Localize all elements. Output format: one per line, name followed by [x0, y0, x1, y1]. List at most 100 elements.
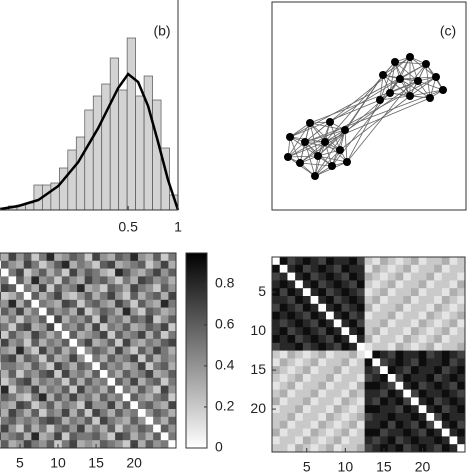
heatmap-cell — [8, 331, 17, 340]
heatmap-cell — [122, 292, 131, 301]
heatmap-cell — [31, 307, 40, 316]
heatmap-cell — [61, 292, 70, 301]
heatmap-cell — [287, 420, 296, 429]
heatmap-cell — [349, 381, 358, 390]
heatmap-cell — [46, 432, 55, 441]
bar — [84, 109, 94, 211]
heatmap-cell — [145, 307, 154, 316]
heatmap-cell — [69, 253, 78, 262]
heatmap-cell — [168, 284, 177, 293]
heatmap-cell — [403, 436, 412, 445]
heatmap-cell — [31, 292, 40, 301]
heatmap-cell — [0, 370, 9, 379]
heatmap-cell — [168, 292, 177, 301]
heatmap-cell — [160, 362, 169, 371]
heatmap-cell — [168, 331, 177, 340]
heatmap-cell — [92, 331, 101, 340]
heatmap-cell — [449, 319, 458, 328]
heatmap-cell — [107, 362, 116, 371]
heatmap-cell — [31, 323, 40, 332]
heatmap-cell — [153, 331, 162, 340]
heatmap-cell — [92, 307, 101, 316]
heatmap-cell — [168, 276, 177, 285]
heatmap-cell — [107, 323, 116, 332]
heatmap-cell — [364, 374, 373, 383]
heatmap-cell — [0, 331, 9, 340]
heatmap-cell — [137, 338, 146, 347]
heatmap-cell — [31, 354, 40, 363]
heatmap-cell — [54, 385, 63, 394]
heatmap-cell — [287, 288, 296, 297]
heatmap-cell — [130, 315, 139, 324]
heatmap-cell — [38, 354, 47, 363]
heatmap-cell — [16, 346, 25, 355]
heatmap-cell — [168, 299, 177, 308]
heatmap-cell — [410, 444, 419, 453]
heatmap-cell — [302, 311, 311, 320]
edge — [317, 155, 348, 163]
heatmap-cell — [272, 405, 281, 414]
node — [414, 77, 422, 85]
heatmap-cell — [8, 409, 17, 418]
heatmap-cell — [16, 276, 25, 285]
heatmap-cell — [168, 354, 177, 363]
heatmap-cell — [410, 350, 419, 359]
heatmap-cell — [16, 284, 25, 293]
heatmap-cell — [130, 385, 139, 394]
heatmap-cell — [302, 358, 311, 367]
heatmap-cell — [310, 296, 319, 305]
edge — [299, 141, 326, 164]
heatmap-cell — [115, 440, 124, 449]
heatmap-cell — [457, 381, 466, 390]
bar — [126, 37, 136, 211]
heatmap-cell — [295, 413, 304, 422]
heatmap-cell — [395, 303, 404, 312]
heatmap-cell — [31, 284, 40, 293]
heatmap-cell — [92, 253, 101, 262]
heatmap-cell — [84, 315, 93, 324]
heatmap-cell — [137, 401, 146, 410]
heatmap-cell — [16, 409, 25, 418]
heatmap-cell — [84, 440, 93, 449]
heatmap-cell — [341, 335, 350, 344]
heatmap-cell — [61, 253, 70, 262]
heatmap-cell — [372, 381, 381, 390]
heatmap-cell — [77, 315, 85, 324]
heatmap-cell — [137, 284, 146, 293]
y-tick-label: 10 — [250, 322, 266, 338]
heatmap-cell — [364, 397, 373, 406]
heatmap-cell — [410, 280, 419, 289]
heatmap-cell — [441, 428, 450, 437]
heatmap-cell — [457, 444, 466, 453]
heatmap-cell — [46, 331, 55, 340]
heatmap-cell — [295, 420, 304, 429]
heatmap-cell — [434, 350, 443, 359]
heatmap-cell — [341, 264, 350, 273]
heatmap-cell — [426, 428, 435, 437]
heatmap-cell — [410, 405, 419, 414]
heatmap-cell — [77, 346, 85, 355]
heatmap-cell — [0, 377, 9, 386]
heatmap-cell — [153, 338, 162, 347]
heatmap-cell — [54, 416, 63, 425]
heatmap-cell — [23, 253, 32, 262]
heatmap-cell — [272, 327, 281, 336]
heatmap-cell — [364, 319, 373, 328]
heatmap-cell — [387, 319, 396, 328]
heatmap-cell — [145, 260, 154, 269]
heatmap-cell — [38, 307, 47, 316]
heatmap-cell — [418, 303, 427, 312]
heatmap-cell — [16, 307, 25, 316]
heatmap-cell — [457, 405, 466, 414]
heatmap-cell — [168, 393, 177, 402]
heatmap-cell — [279, 397, 288, 406]
heatmap-cell — [418, 389, 427, 398]
heatmap-cell — [130, 338, 139, 347]
heatmap-cell — [341, 420, 350, 429]
heatmap-cell — [99, 424, 108, 433]
heatmap-cell — [8, 401, 17, 410]
heatmap-cell — [0, 338, 9, 347]
heatmap-cell — [23, 401, 32, 410]
heatmap-cell — [8, 276, 17, 285]
heatmap-cell — [99, 401, 108, 410]
